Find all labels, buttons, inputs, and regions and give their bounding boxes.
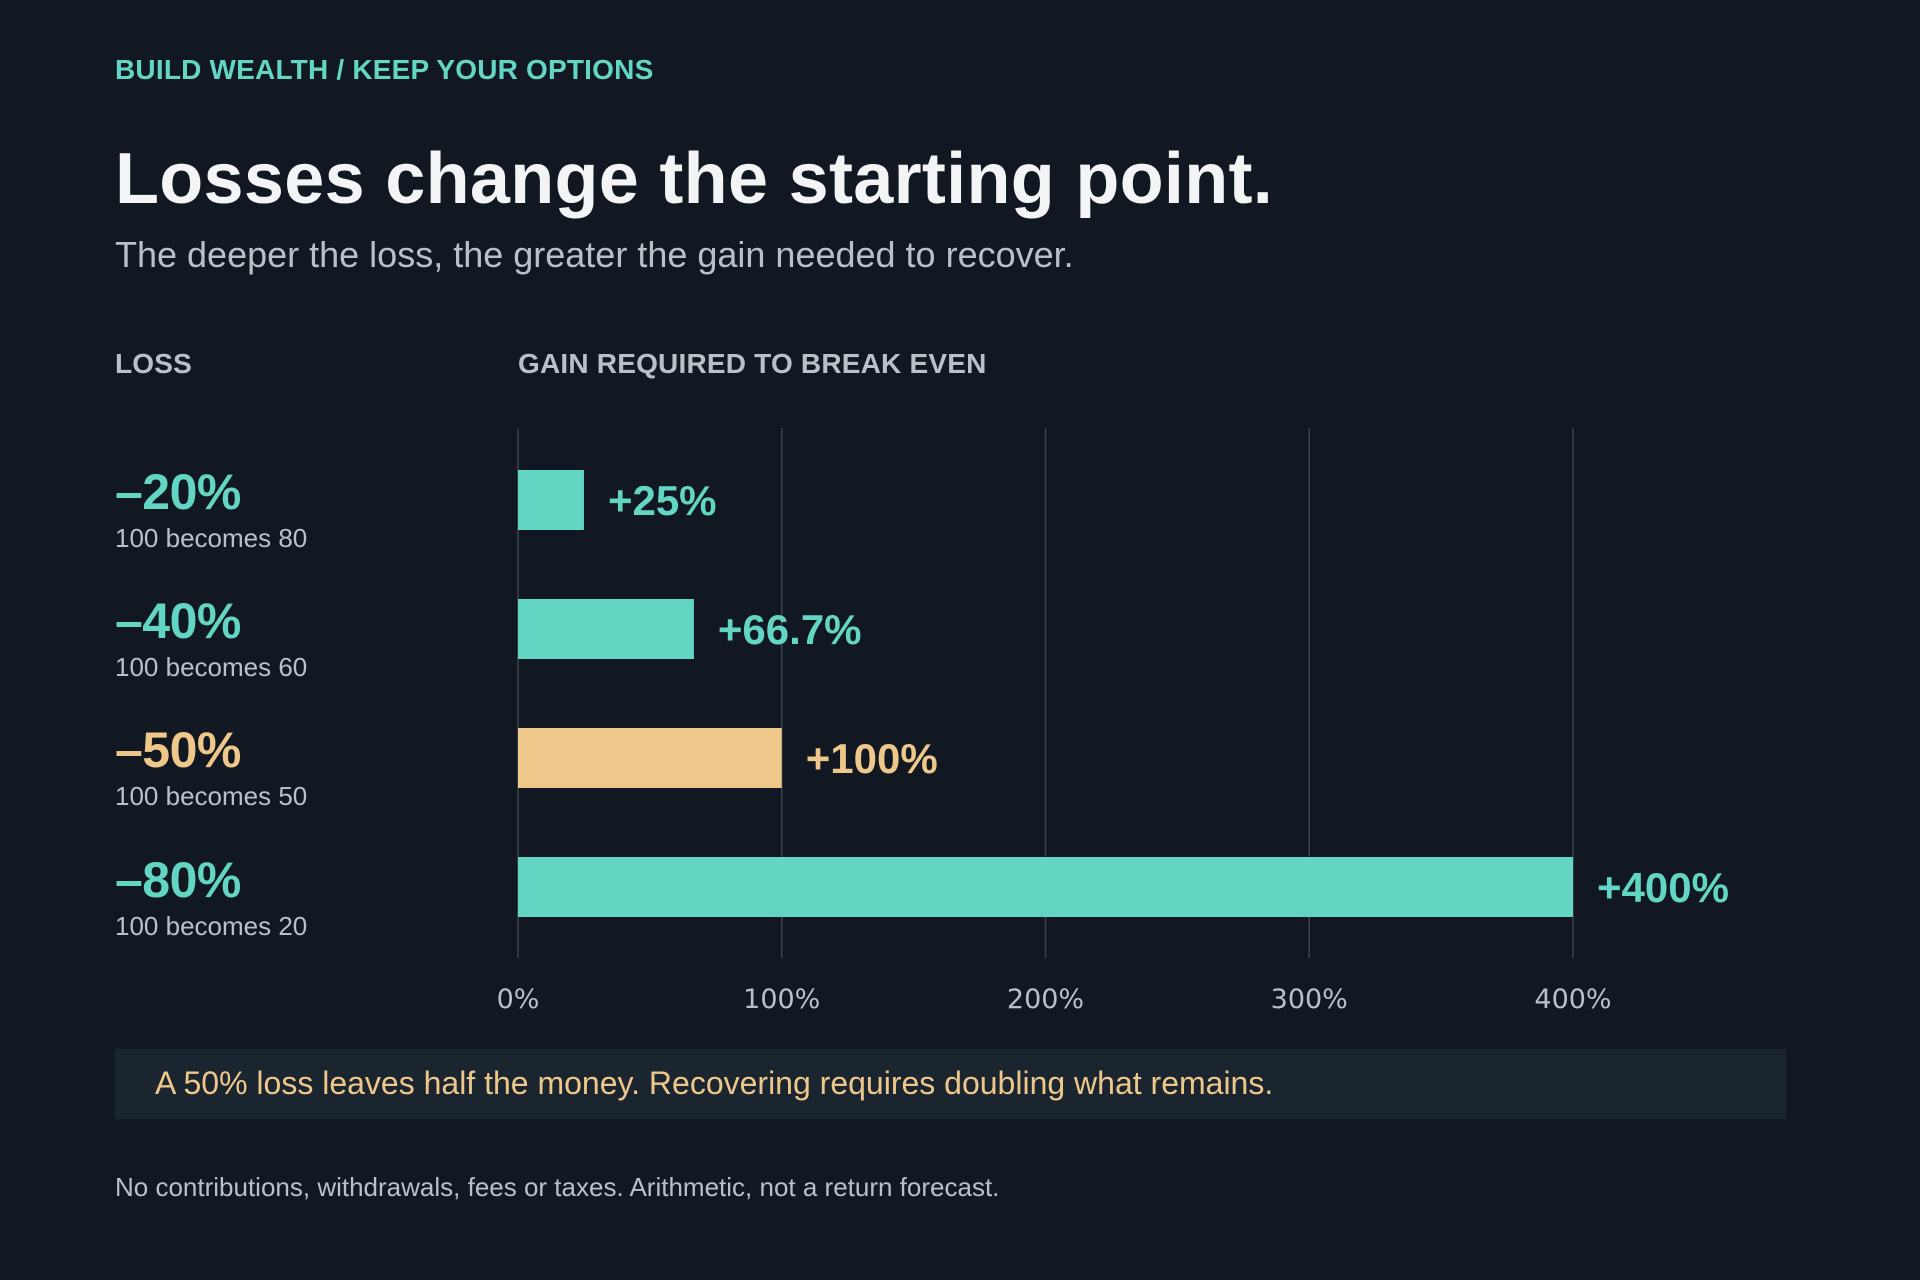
bar [518,857,1573,917]
loss-column-header: LOSS [115,348,193,379]
loss-note: 100 becomes 80 [115,523,308,553]
footnote: No contributions, withdrawals, fees or t… [115,1172,1000,1202]
data-label: +66.7% [718,606,862,653]
data-label: +25% [608,477,717,524]
x-tick-label: 300% [1271,984,1348,1015]
loss-value: –20% [115,464,241,520]
loss-value: –40% [115,593,241,649]
gain-column-header: GAIN REQUIRED TO BREAK EVEN [518,348,987,379]
callout-text: A 50% loss leaves half the money. Recove… [155,1065,1274,1101]
row-label-1: –40% 100 becomes 60 [115,596,307,683]
data-label: +100% [806,735,938,782]
x-tick-label: 0% [497,984,540,1015]
bar [518,599,694,659]
loss-note: 100 becomes 20 [115,911,308,941]
x-tick-label: 100% [743,984,820,1015]
row-label-3: –80% 100 becomes 20 [115,855,307,942]
bar [518,728,782,788]
row-label-2: –50% 100 becomes 50 [115,725,307,812]
eyebrow: BUILD WEALTH / KEEP YOUR OPTIONS [115,54,654,85]
x-tick-label: 200% [1007,984,1084,1015]
data-label: +400% [1597,864,1729,911]
loss-value: –80% [115,852,241,908]
loss-note: 100 becomes 50 [115,781,308,811]
loss-note: 100 becomes 60 [115,652,308,682]
callout-box: A 50% loss leaves half the money. Recove… [115,1049,1786,1119]
bar [518,470,584,530]
page-title: Losses change the starting point. [115,139,1274,219]
x-tick-label: 400% [1534,984,1611,1015]
page-subtitle: The deeper the loss, the greater the gai… [115,234,1074,275]
loss-value: –50% [115,722,241,778]
row-label-0: –20% 100 becomes 80 [115,467,307,554]
